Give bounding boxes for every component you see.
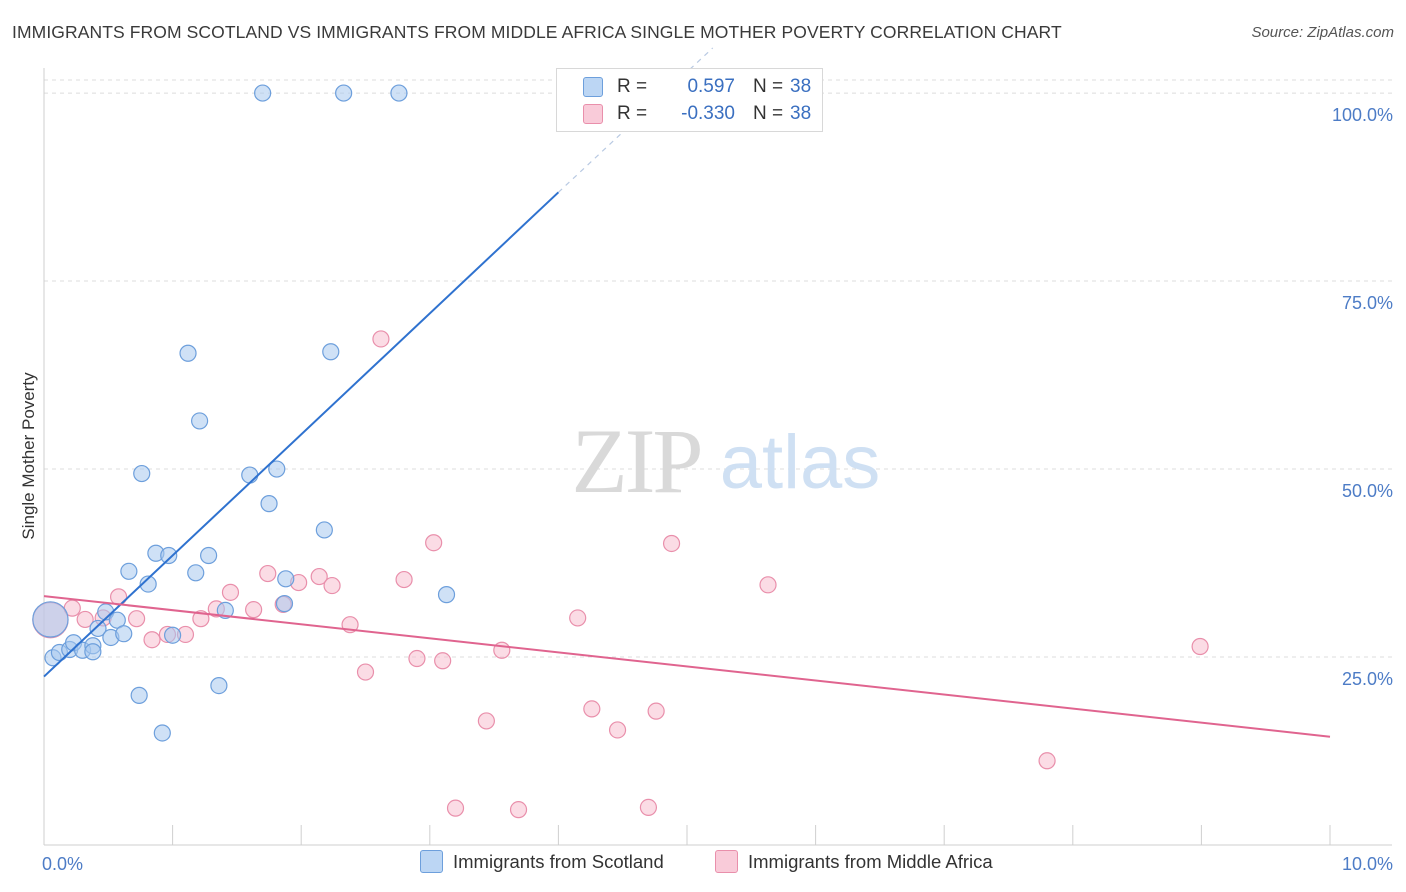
trend-line-scotland <box>43 191 560 678</box>
middle-africa-point-16 <box>310 567 328 586</box>
middle-africa-point-33 <box>647 702 665 720</box>
middle-africa-point-17 <box>323 576 341 595</box>
x-tick-label-10: 10.0% <box>1342 854 1393 874</box>
middle-africa-point-23 <box>425 534 443 552</box>
chart-title: IMMIGRANTS FROM SCOTLAND VS IMMIGRANTS F… <box>12 22 1062 42</box>
legend-r-value: 0.597 <box>687 76 735 97</box>
scotland-point-37 <box>437 586 456 604</box>
legend-swatch-middle-africa <box>583 104 603 124</box>
scotland-point-24 <box>200 546 218 565</box>
correlation-legend: R = 0.597 N = 38 R = -0.330 N = 38 <box>556 68 823 132</box>
scotland-point-33 <box>315 521 333 539</box>
middle-africa-point-37 <box>1191 637 1209 656</box>
middle-africa-point-35 <box>759 576 777 594</box>
y-tick-label-25: 25.0% <box>1342 669 1393 689</box>
scotland-point-30 <box>268 460 286 478</box>
bottom-legend-swatch-scotland <box>420 850 443 873</box>
scotland-point-14 <box>130 686 148 704</box>
scotland-point-32 <box>277 570 295 588</box>
scotland-point-25 <box>210 676 228 695</box>
middle-africa-point-11 <box>221 583 240 601</box>
middle-africa-point-28 <box>509 801 528 819</box>
middle-africa-point-32 <box>639 798 658 817</box>
trend-lines <box>43 47 1331 738</box>
scotland-point-13 <box>120 562 138 580</box>
scotland-point-15 <box>133 464 151 483</box>
middle-africa-point-4 <box>109 588 128 606</box>
grid-lines <box>44 79 1392 658</box>
tick-labels: 25.0% 50.0% 75.0% 100.0% 0.0% 10.0% <box>42 105 1393 874</box>
y-tick-label-75: 75.0% <box>1342 293 1393 313</box>
middle-africa-point-12 <box>245 601 263 619</box>
scotland-point-35 <box>335 84 353 102</box>
middle-africa-point-26 <box>477 712 495 730</box>
bottom-legend-scotland: Immigrants from Scotland <box>420 850 664 873</box>
y-axis-label: Single Mother Poverty <box>19 372 38 540</box>
bottom-legend-label-middle-africa: Immigrants from Middle Africa <box>748 850 993 872</box>
scotland-point-34 <box>322 343 340 361</box>
y-tick-label-100: 100.0% <box>1332 105 1393 125</box>
scotland-point-21 <box>179 344 197 362</box>
legend-n-value: 38 <box>790 103 812 124</box>
scotland-point-19 <box>160 546 178 565</box>
middle-africa-point-22 <box>408 649 426 668</box>
scotland-point-31 <box>275 595 294 613</box>
middle-africa-point-24 <box>434 652 452 670</box>
watermark: ZIP atlas <box>572 410 881 512</box>
x-tick-label-0: 0.0% <box>42 854 83 874</box>
scotland-point-16 <box>139 575 157 593</box>
scotland-point-29 <box>260 495 278 513</box>
trend-line-middle-africa <box>43 595 1331 738</box>
middle-africa-point-34 <box>662 534 681 553</box>
scotland-point-8 <box>89 619 107 638</box>
source-label: Source: ZipAtlas.com <box>1251 24 1394 41</box>
middle-africa-point-21 <box>395 570 413 589</box>
scotland-point-28 <box>254 84 272 102</box>
middle-africa-point-25 <box>446 799 465 817</box>
middle-africa-point-36 <box>1038 752 1056 770</box>
middle-africa-point-30 <box>583 700 601 718</box>
middle-africa-point-20 <box>372 330 390 348</box>
legend-r-label: R = <box>617 76 648 97</box>
legend-n-value: 38 <box>790 76 812 97</box>
scotland-point-12 <box>115 625 133 643</box>
legend-r-value: -0.330 <box>681 103 735 124</box>
legend-row-middle-africa: R = -0.330 N = 38 <box>557 101 811 127</box>
middle-africa-point-5 <box>127 610 146 628</box>
middle-africa-point-19 <box>356 663 375 681</box>
legend-n-label: N = <box>753 103 784 124</box>
middle-africa-point-2 <box>76 610 94 629</box>
legend-swatch-scotland <box>583 77 603 97</box>
scotland-point-18 <box>153 724 171 742</box>
y-tick-label-50: 50.0% <box>1342 481 1393 501</box>
bottom-legend-middle-africa: Immigrants from Middle Africa <box>715 850 993 873</box>
scotland-point-26 <box>216 601 234 620</box>
watermark-zip: ZIP <box>572 410 701 512</box>
scotland-point-36 <box>390 84 408 102</box>
legend-row-scotland: R = 0.597 N = 38 <box>557 74 811 100</box>
scotland-point-7 <box>84 643 102 661</box>
scotland-point-0 <box>32 601 69 638</box>
bottom-legend-swatch-middle-africa <box>715 850 738 873</box>
scotland-point-23 <box>191 412 209 430</box>
series-middle-africa-points <box>32 330 1209 819</box>
middle-africa-point-31 <box>608 721 627 739</box>
scotland-point-27 <box>241 466 259 484</box>
bottom-legend-label-scotland: Immigrants from Scotland <box>453 850 664 872</box>
middle-africa-point-29 <box>569 609 587 627</box>
legend-n-label: N = <box>753 76 784 97</box>
scotland-point-20 <box>164 626 182 644</box>
scotland-point-22 <box>187 564 205 582</box>
watermark-atlas: atlas <box>720 420 881 505</box>
middle-africa-point-6 <box>143 631 161 649</box>
legend-r-label: R = <box>617 103 648 124</box>
series-scotland-points <box>32 84 456 742</box>
middle-africa-point-13 <box>259 564 277 583</box>
axes <box>43 68 1392 846</box>
